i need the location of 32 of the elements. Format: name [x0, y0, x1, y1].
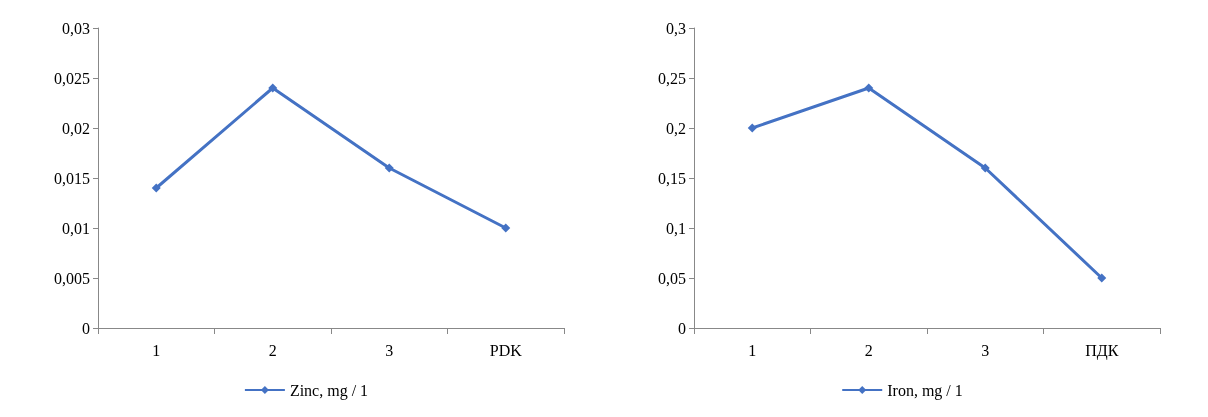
y-tick-label: 0,2 — [666, 119, 686, 137]
y-tick-label: 0 — [82, 319, 90, 337]
point — [747, 123, 757, 133]
y-tick-label: 0 — [678, 319, 686, 337]
x-tick-label: 1 — [748, 341, 757, 359]
y-tick-label: 0,3 — [666, 19, 686, 37]
y-tick-label: 0,025 — [54, 69, 90, 87]
point — [501, 223, 511, 233]
x-tick-label: 3 — [385, 341, 394, 359]
point — [384, 163, 394, 173]
y-tick-label: 0,05 — [658, 269, 686, 287]
x-tick-label: 3 — [981, 341, 990, 359]
y-tick-label: 0,25 — [658, 69, 686, 87]
legend-label: Zinc, mg / 1 — [289, 381, 369, 400]
y-tick-label: 0,02 — [62, 119, 90, 137]
x-tick-label: 2 — [268, 341, 277, 359]
x-tick-label: 1 — [152, 341, 161, 359]
y-tick-label: 0,005 — [54, 269, 90, 287]
x-tick-label: ПДК — [1085, 341, 1119, 360]
point — [151, 183, 161, 193]
point — [1097, 273, 1107, 283]
y-tick-label: 0,1 — [666, 219, 686, 237]
point — [864, 83, 874, 93]
legend-label: Iron, mg / 1 — [887, 381, 963, 400]
y-tick-label: 0,01 — [62, 219, 90, 237]
x-tick-label: PDK — [489, 341, 523, 359]
point — [980, 163, 990, 173]
y-tick-label: 0,015 — [54, 169, 90, 187]
point — [268, 83, 278, 93]
x-tick-label: 2 — [864, 341, 873, 359]
y-tick-label: 0,15 — [658, 169, 686, 187]
y-tick-label: 0,03 — [62, 19, 90, 37]
